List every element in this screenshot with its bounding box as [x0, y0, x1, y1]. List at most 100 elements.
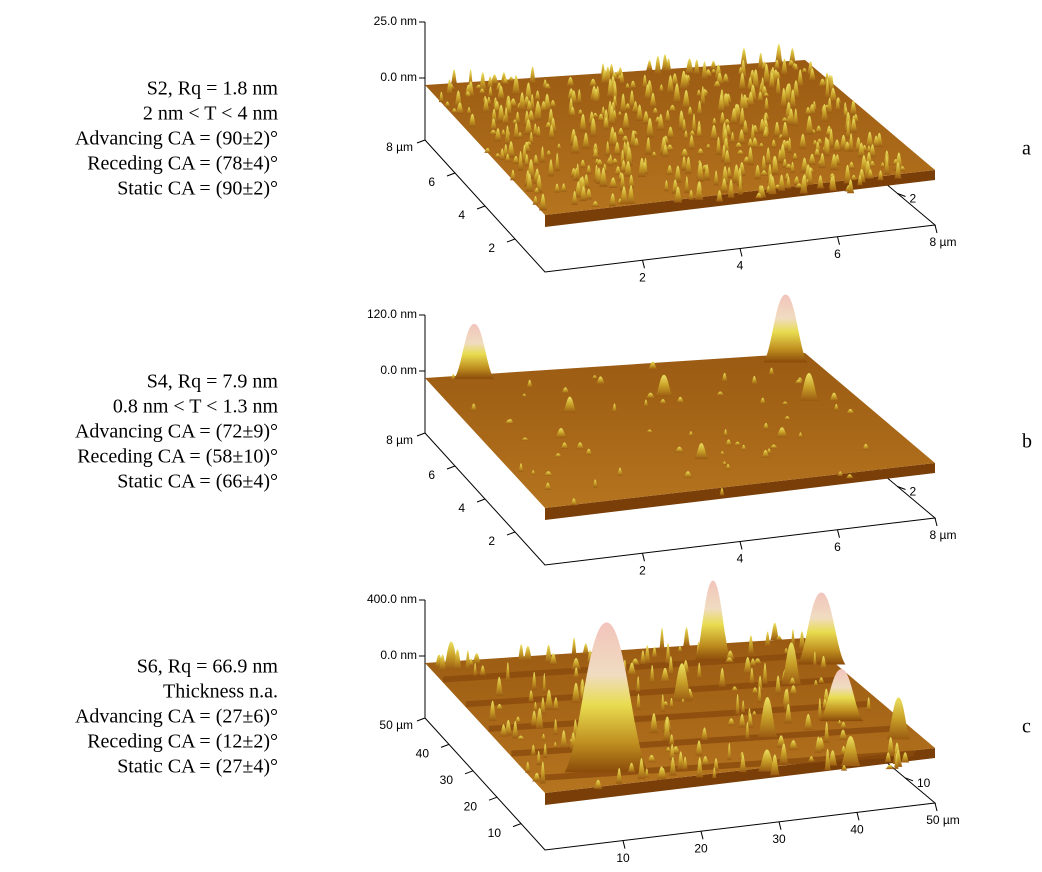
x-tick-label: 2 [639, 270, 646, 284]
caption-line: Receding CA = (78±4)° [87, 153, 278, 175]
z-tick-label: 0.0 nm [380, 70, 417, 84]
caption-line: S2, Rq = 1.8 nm [147, 78, 279, 100]
tick [465, 771, 473, 774]
peak [451, 69, 457, 83]
y-tick-label: 4 [458, 501, 465, 515]
x-tick-label: 30 [772, 832, 786, 846]
peak [523, 646, 532, 660]
caption-line: 0.8 nm < T < 1.3 nm [113, 396, 279, 418]
surface [425, 353, 935, 508]
peak [685, 59, 694, 74]
r-tick-label: 2 [910, 485, 917, 499]
peak [710, 61, 717, 70]
peak [695, 581, 731, 661]
y-tick-label: 6 [428, 468, 435, 482]
caption-line: Static CA = (27±4)° [117, 756, 278, 778]
tick [740, 249, 742, 257]
y-tick-label: 2 [488, 241, 495, 255]
z-tick-label: 0.0 nm [380, 648, 417, 662]
peak [529, 67, 536, 84]
caption-line: Static CA = (90±2)° [117, 178, 278, 200]
peak [885, 765, 894, 769]
afm-panel: S2, Rq = 1.8 nm 2 nm < T < 4 nm Advancing … [75, 14, 1031, 284]
x-tick-label: 6 [834, 247, 841, 261]
y-tick-label: 4 [458, 208, 465, 222]
panel-label: c [1022, 716, 1031, 738]
y-tick-label: 50 µm [379, 718, 413, 732]
tick [838, 530, 840, 538]
caption-line: Advancing CA = (27±6)° [75, 706, 278, 728]
tick [643, 553, 645, 561]
caption-line: Receding CA = (12±2)° [87, 731, 278, 753]
caption-line: Advancing CA = (72±9)° [75, 421, 278, 443]
tick [447, 173, 455, 176]
panel-label: a [1022, 138, 1031, 160]
y-tick-label: 30 [440, 773, 454, 787]
x-tick-label: 8 µm [930, 528, 957, 542]
tick [701, 831, 703, 839]
tick [935, 518, 937, 526]
z-tick-label: 25.0 nm [374, 14, 417, 28]
peak [465, 650, 471, 669]
x-tick-label: 4 [737, 259, 744, 273]
peak [797, 593, 845, 665]
afm-panel: S6, Rq = 66.9 nm Thickness n.a. Advancing … [75, 581, 1031, 865]
x-tick-label: 40 [850, 823, 864, 837]
caption-line: Advancing CA = (90±2)° [75, 128, 278, 150]
tick [489, 797, 497, 800]
y-tick-label: 8 µm [386, 433, 413, 447]
caption-line: Static CA = (66±4)° [117, 471, 278, 493]
peak [571, 638, 576, 656]
peak [764, 295, 808, 363]
peak [508, 76, 515, 81]
tick [935, 225, 937, 233]
tick [447, 466, 455, 469]
tick [935, 803, 937, 811]
tick [513, 824, 521, 827]
peak [646, 60, 653, 70]
z-tick-label: 400.0 nm [367, 592, 417, 606]
y-tick-label: 40 [416, 747, 430, 761]
x-tick-label: 8 µm [930, 235, 957, 249]
peak [659, 628, 664, 650]
y-tick-label: 10 [488, 826, 502, 840]
caption-line: 2 nm < T < 4 nm [143, 103, 279, 125]
tick [838, 237, 840, 245]
tick [441, 744, 449, 747]
peak [654, 56, 661, 74]
tick [507, 239, 515, 242]
panel-label: b [1022, 431, 1032, 453]
tick [417, 433, 425, 436]
tick [643, 260, 645, 268]
tick [477, 206, 485, 209]
afm-panel: S4, Rq = 7.9 nm 0.8 nm < T < 1.3 nm Advanc… [75, 295, 1032, 578]
r-tick-label: 10 [917, 776, 931, 790]
tick [417, 718, 425, 721]
x-tick-label: 20 [694, 841, 708, 855]
x-tick-label: 6 [834, 540, 841, 554]
tick [740, 542, 742, 550]
peak [582, 643, 589, 654]
y-tick-label: 6 [428, 175, 435, 189]
tick [417, 140, 425, 143]
y-tick-label: 20 [464, 799, 478, 813]
figure: S2, Rq = 1.8 nm 2 nm < T < 4 nm Advancing … [0, 0, 1042, 872]
tick [507, 532, 515, 535]
peak [472, 653, 481, 664]
peak [765, 631, 771, 646]
caption-line: Thickness n.a. [163, 681, 278, 703]
peak [454, 324, 494, 379]
caption-line: S6, Rq = 66.9 nm [137, 656, 279, 678]
r-tick-label: 2 [910, 192, 917, 206]
peak [518, 644, 525, 661]
tick [623, 841, 625, 849]
x-tick-label: 2 [639, 563, 646, 577]
tick [477, 499, 485, 502]
y-tick-label: 2 [488, 534, 495, 548]
z-tick-label: 120.0 nm [367, 307, 417, 321]
caption-line: S4, Rq = 7.9 nm [147, 371, 279, 393]
y-tick-label: 8 µm [386, 140, 413, 154]
peak [683, 627, 690, 646]
x-tick-label: 4 [737, 552, 744, 566]
tick [779, 822, 781, 830]
